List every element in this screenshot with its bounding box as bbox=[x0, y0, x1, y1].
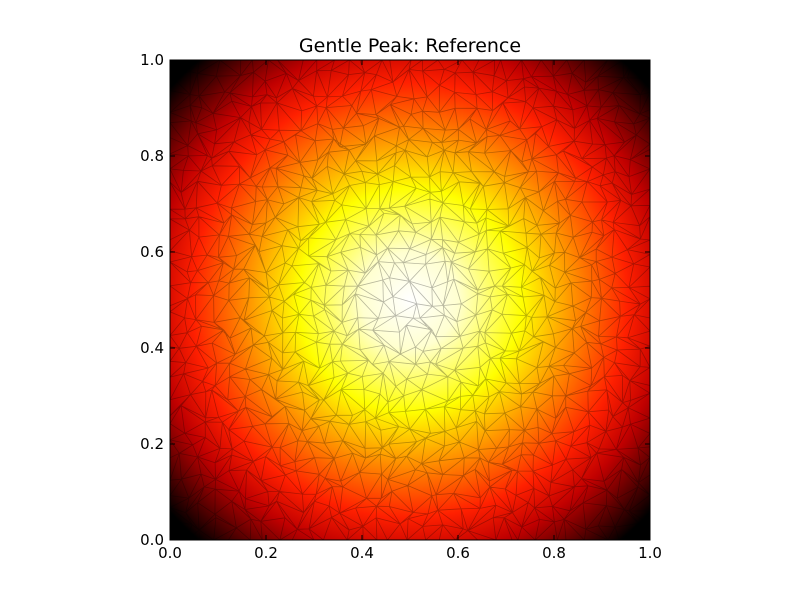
x-tick-label: 0.2 bbox=[254, 544, 278, 562]
mesh-edges bbox=[170, 60, 650, 540]
y-tick-label: 1.0 bbox=[140, 51, 164, 69]
x-tick-label: 0.8 bbox=[542, 544, 566, 562]
heatmap-field bbox=[170, 60, 650, 540]
plot-frame bbox=[169, 59, 651, 541]
x-tick-label: 0.0 bbox=[158, 544, 182, 562]
y-axis: 0.0 0.2 0.4 0.6 0.8 1.0 bbox=[140, 51, 650, 549]
y-tick-label: 0.4 bbox=[140, 339, 164, 357]
x-tick-label: 1.0 bbox=[638, 544, 662, 562]
x-tick-label: 0.6 bbox=[446, 544, 470, 562]
plot-area bbox=[169, 59, 651, 541]
x-tick-label: 0.4 bbox=[350, 544, 374, 562]
triangulation-mesh bbox=[170, 60, 650, 540]
y-tick-label: 0.8 bbox=[140, 147, 164, 165]
y-tick-label: 0.6 bbox=[140, 243, 164, 261]
y-tick-label: 0.0 bbox=[140, 531, 164, 549]
y-tick-label: 0.2 bbox=[140, 435, 164, 453]
chart-title: Gentle Peak: Reference bbox=[299, 35, 521, 57]
x-axis: 0.0 0.2 0.4 0.6 0.8 1.0 bbox=[158, 60, 662, 562]
